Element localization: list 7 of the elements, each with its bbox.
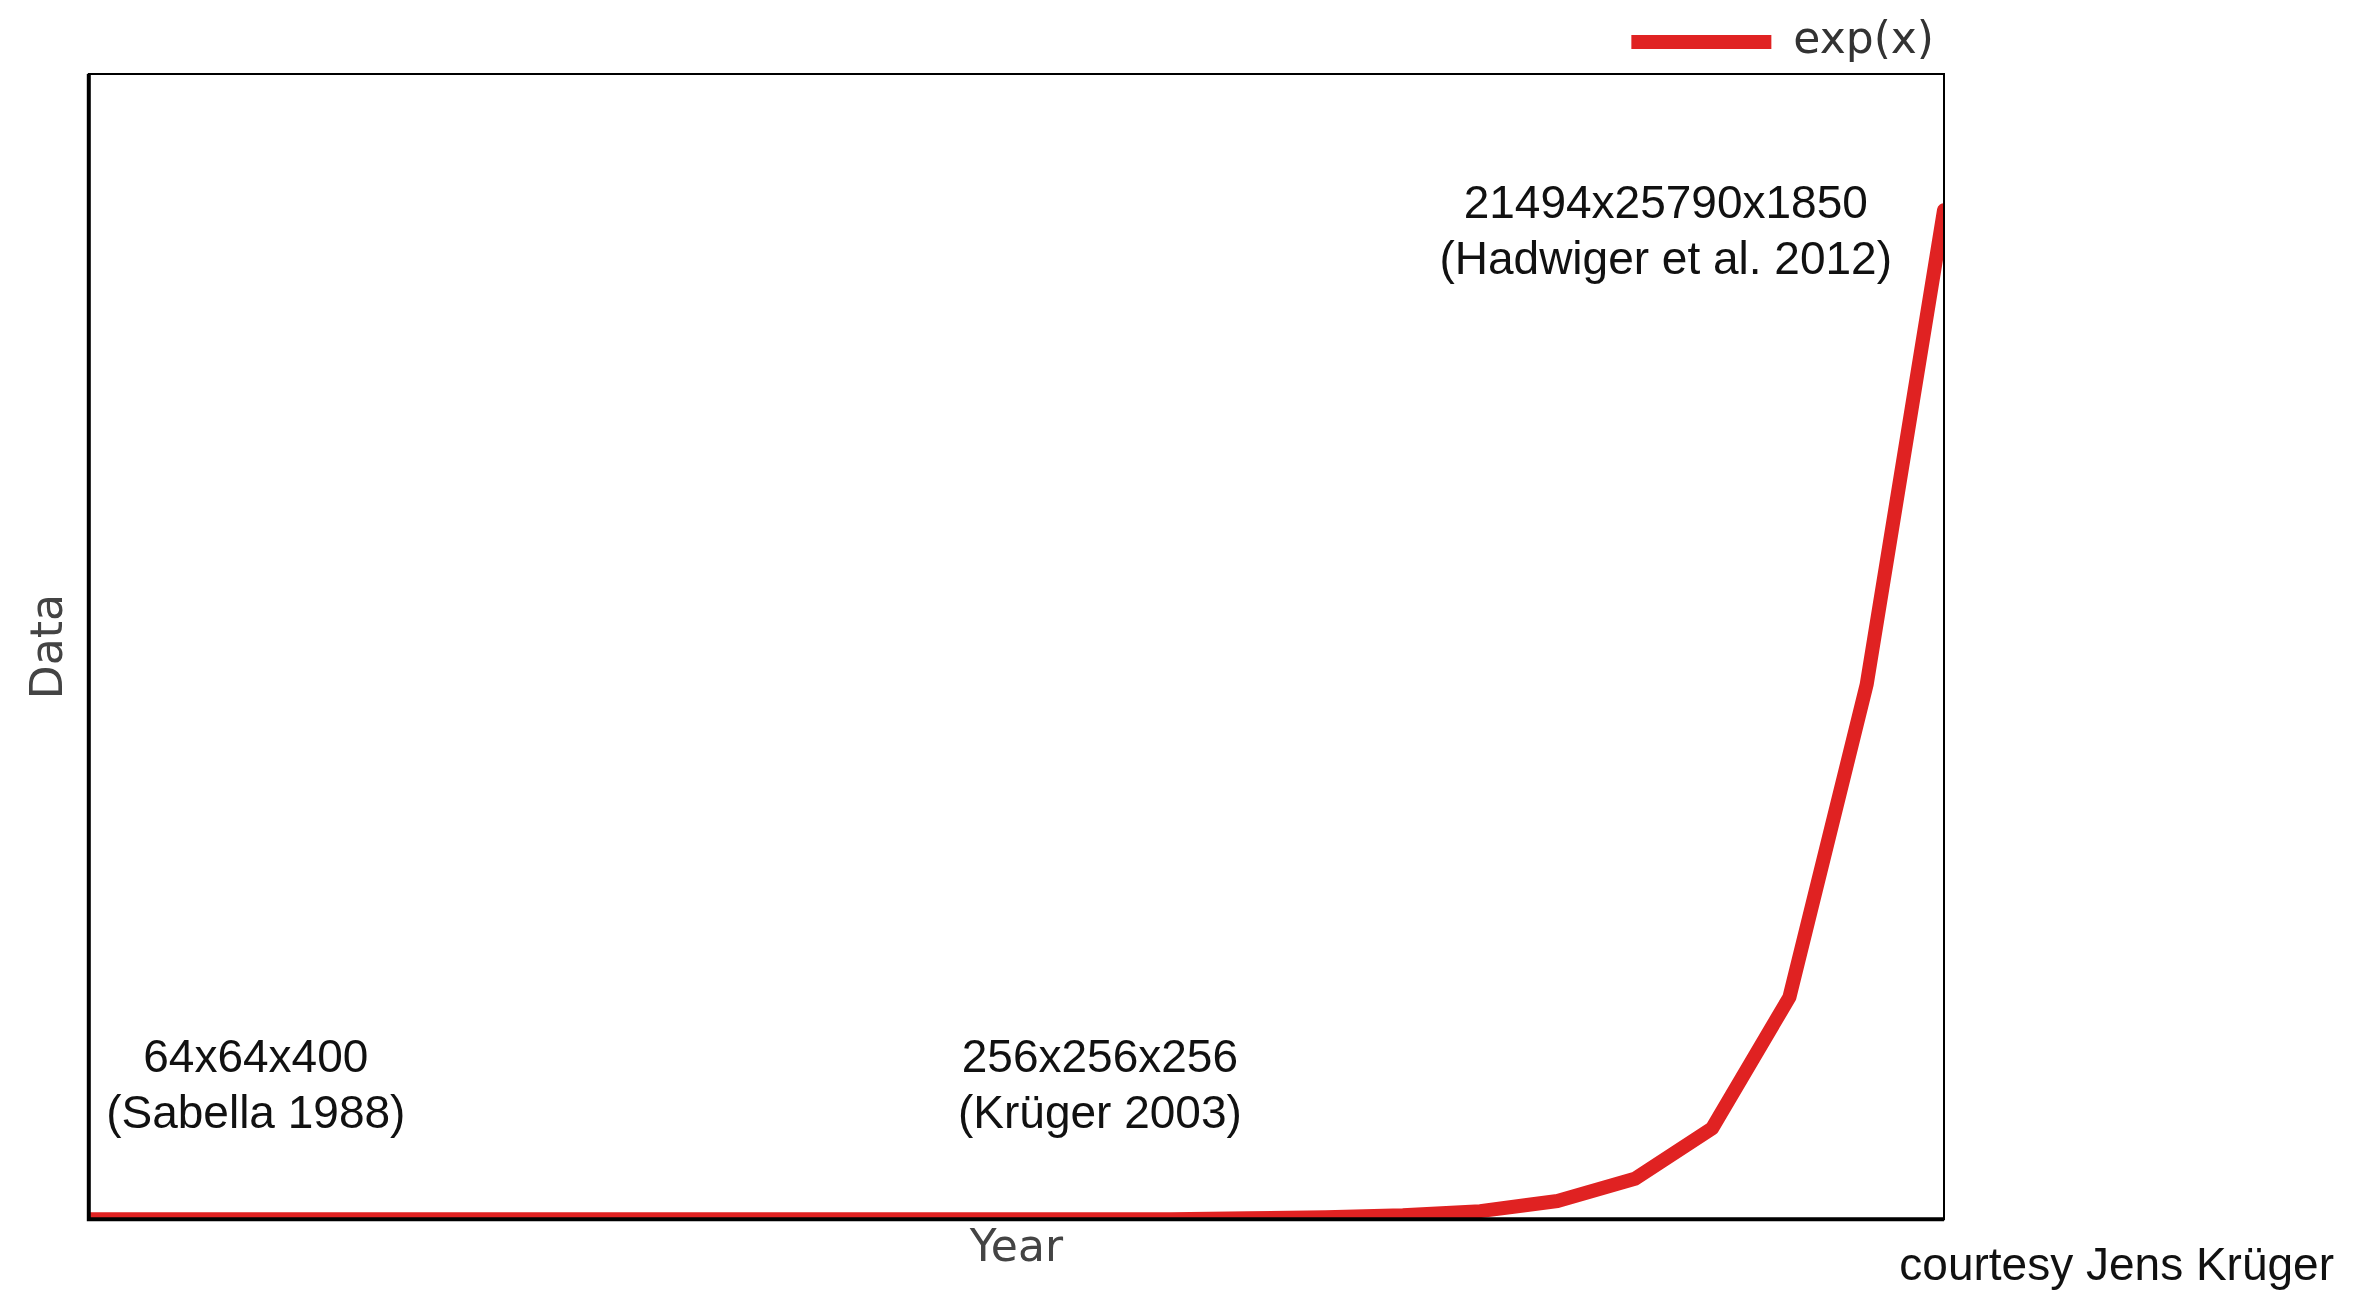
legend-label: exp(x)	[1793, 12, 1934, 64]
text: courtesy Jens Krüger	[1899, 1237, 2334, 1290]
annotation: 64x64x400 (Sabella 1988)	[106, 1029, 406, 1138]
annotation: 21494x25790x1850 (Hadwiger et al. 2012)	[1439, 176, 1893, 285]
annotation: 256x256x256 (Krüger 2003)	[957, 1029, 1242, 1138]
x-axis-title: Year	[968, 1220, 1064, 1272]
y-axis-title: Data	[20, 594, 72, 700]
